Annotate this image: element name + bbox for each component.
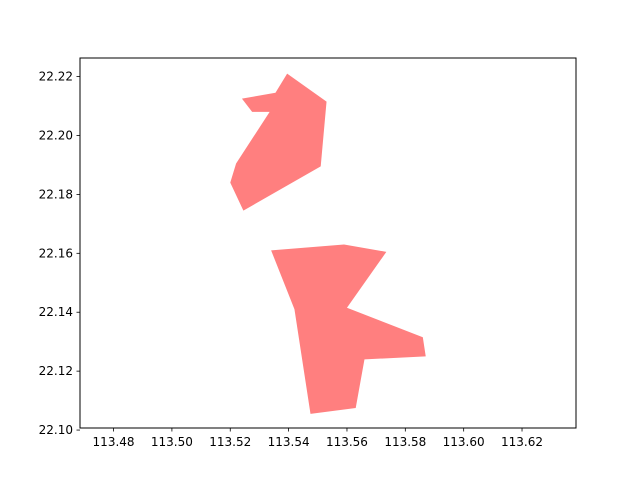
polygons-layer <box>230 73 426 414</box>
y-tick-label: 22.12 <box>39 364 73 378</box>
y-tick-label: 22.10 <box>39 423 73 437</box>
y-tick-label: 22.16 <box>39 246 73 260</box>
x-tick-label: 113.56 <box>326 435 368 449</box>
x-tick-label: 113.54 <box>268 435 310 449</box>
y-tick-label: 22.20 <box>39 128 73 142</box>
x-tick-label: 113.62 <box>501 435 543 449</box>
polygon-1 <box>230 73 327 211</box>
x-tick-label: 113.50 <box>151 435 193 449</box>
x-tick-label: 113.58 <box>384 435 426 449</box>
x-tick-label: 113.60 <box>443 435 485 449</box>
polygon-2 <box>271 244 426 414</box>
y-tick-label: 22.22 <box>39 70 73 84</box>
y-tick-label: 22.14 <box>39 305 73 319</box>
plot-frame <box>79 57 577 429</box>
x-tick-label: 113.52 <box>209 435 251 449</box>
y-axis: 22.10 22.12 22.14 22.16 22.18 22.20 22.22 <box>39 70 80 437</box>
x-tick-label: 113.48 <box>93 435 135 449</box>
x-axis: 113.48 113.50 113.52 113.54 113.56 113.58 113.… <box>93 428 543 449</box>
y-tick-label: 22.18 <box>39 187 73 201</box>
